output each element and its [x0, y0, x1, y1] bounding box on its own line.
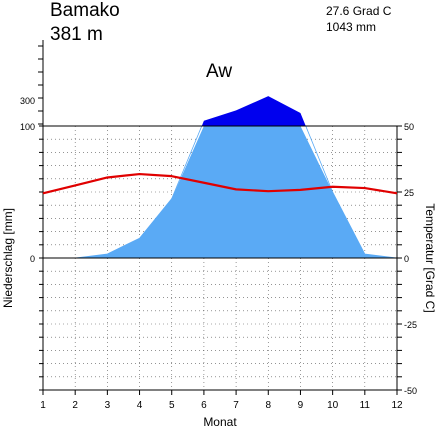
- x-tick-label: 1: [40, 400, 46, 411]
- left-tick-label: 100: [20, 122, 35, 132]
- right-tick-label: 25: [404, 188, 414, 198]
- right-tick-label: 0: [404, 254, 409, 264]
- x-tick-label: 9: [298, 400, 304, 411]
- x-tick-label: 3: [105, 400, 111, 411]
- left-axis-label: Niederschlag [mm]: [1, 208, 15, 308]
- x-tick-label: 2: [72, 400, 78, 411]
- x-tick-label: 8: [265, 400, 271, 411]
- x-tick-label: 5: [169, 400, 175, 411]
- annual-precipitation: 1043 mm: [326, 20, 376, 34]
- precip-excess-area: [201, 96, 306, 126]
- right-tick-label: -50: [404, 386, 417, 396]
- right-tick-label: 50: [404, 122, 414, 132]
- station-elevation: 381 m: [50, 24, 103, 45]
- x-tick-label: 6: [201, 400, 207, 411]
- x-tick-label: 11: [360, 400, 371, 411]
- x-tick-label: 4: [137, 400, 143, 411]
- mean-temperature: 27.6 Grad C: [326, 4, 392, 18]
- temperature-line: [42, 172, 398, 195]
- station-name: Bamako: [50, 0, 120, 21]
- x-tick-label: 10: [327, 400, 339, 411]
- climate-class: Aw: [206, 61, 232, 82]
- x-axis-label: Monat: [203, 415, 237, 429]
- temperature-series-line: [42, 172, 398, 195]
- precipitation-area: [43, 96, 397, 258]
- x-tick-label: 12: [391, 400, 403, 411]
- right-axis-label: Temperatur [Grad C]: [423, 203, 437, 312]
- left-tick-label: 0: [30, 254, 35, 264]
- precip-humid-area: [43, 126, 397, 258]
- left-tick-label: 300: [20, 96, 35, 106]
- x-tick-label: 7: [233, 400, 239, 411]
- precip-outline: [43, 126, 397, 258]
- right-tick-label: -25: [404, 320, 417, 330]
